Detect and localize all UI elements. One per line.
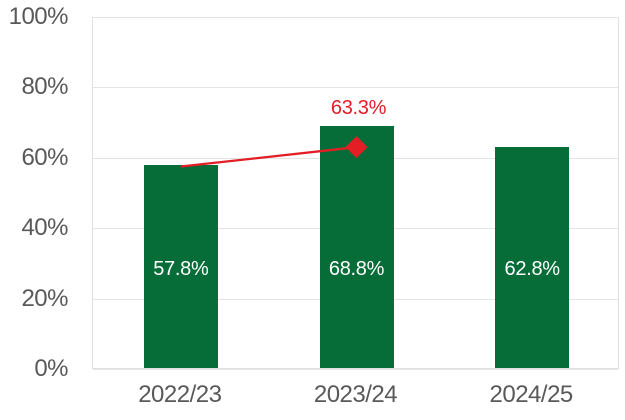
bar — [143, 164, 218, 368]
trend-line-layer — [180, 136, 368, 168]
plot-area: 57.8% 68.8% 62.8% 63.3% — [92, 17, 619, 370]
x-tick-label: 2022/23 — [138, 381, 222, 408]
bar-data-label: 62.8% — [504, 258, 561, 280]
line-data-label: 63.3% — [330, 97, 387, 120]
x-tick-label: 2024/25 — [489, 381, 574, 408]
y-tick-label: 0% — [34, 355, 68, 382]
y-tick-label: 20% — [21, 284, 68, 312]
y-tick-label: 40% — [21, 214, 68, 242]
gridline — [93, 369, 618, 370]
bar-data-label: 68.8% — [328, 258, 385, 280]
bar-data-label: 57.8% — [153, 258, 209, 280]
bar — [495, 146, 570, 368]
gridline — [93, 17, 618, 18]
y-tick-label: 100% — [8, 3, 69, 30]
diamond-marker — [345, 136, 368, 159]
y-tick-label: 60% — [21, 143, 68, 171]
x-tick-label: 2023/24 — [313, 381, 398, 408]
y-tick-label: 80% — [21, 73, 68, 101]
bar — [319, 125, 394, 368]
trend-line — [180, 146, 357, 168]
gridline — [93, 87, 618, 88]
